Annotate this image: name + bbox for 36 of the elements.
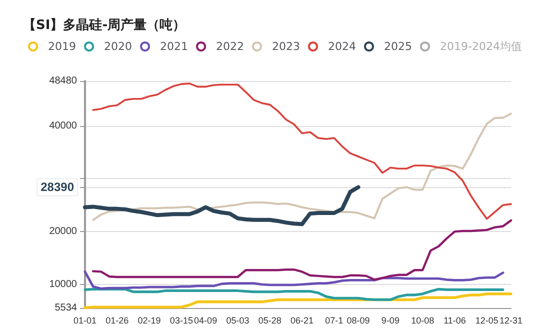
- line-series: [84, 288, 504, 302]
- line-series: [92, 219, 512, 281]
- y-tick-label: 40000: [49, 120, 78, 132]
- legend-label: 2021: [160, 40, 188, 53]
- legend-label: 2019: [48, 40, 76, 53]
- y-tick-label: 5534: [54, 302, 78, 314]
- chart-title: 【SI】多晶硅-周产量（吨）: [23, 17, 186, 33]
- x-tick-label: 05-03: [226, 316, 250, 326]
- x-tick-label: 06-21: [290, 316, 314, 326]
- line-series: [84, 270, 504, 290]
- x-tick-label: 12-05: [475, 316, 498, 326]
- x-tick-label: 02-19: [138, 316, 161, 326]
- x-tick-label: 10-08: [411, 316, 434, 326]
- y-tick-label: 20000: [49, 226, 78, 238]
- legend-label: 2025: [384, 40, 412, 53]
- x-tick-label: 01-26: [106, 316, 129, 326]
- y-tick-label: 10000: [49, 278, 78, 290]
- line-series: [92, 112, 512, 221]
- x-tick-label: 01-01: [73, 316, 97, 326]
- x-tick-label: 05-28: [258, 316, 282, 326]
- x-tick-label: 12-31: [499, 316, 523, 326]
- legend-label: 2020: [104, 40, 132, 53]
- y-tick-label: 28390: [40, 180, 74, 194]
- x-tick-label: 07-1: [325, 316, 344, 326]
- line-series: [83, 185, 360, 226]
- line-series: [92, 82, 512, 220]
- x-tick-label: 9-09: [381, 316, 400, 326]
- x-tick-label: 03-15: [170, 316, 193, 326]
- legend-label: 2019-2024均值: [440, 40, 522, 53]
- legend-label: 2024: [328, 40, 356, 53]
- legend-label: 2023: [272, 40, 300, 53]
- x-tick-label: 11-06: [444, 316, 466, 326]
- y-tick-label: 48480: [49, 76, 78, 86]
- legend-label: 2022: [216, 40, 244, 53]
- x-tick-label: 08-09: [346, 316, 370, 326]
- x-tick-label: 04-09: [194, 316, 218, 326]
